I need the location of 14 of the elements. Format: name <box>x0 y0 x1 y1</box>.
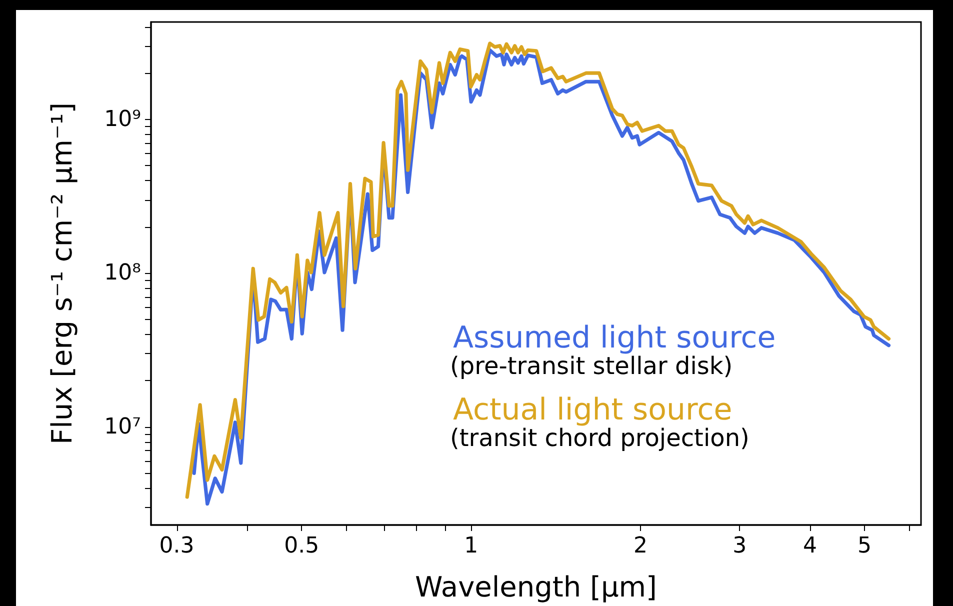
x-tick-label: 0.5 <box>284 534 320 558</box>
x-tick-label: 2 <box>634 534 648 558</box>
x-tick-label: 5 <box>858 534 872 558</box>
x-axis-title: Wavelength [μm] <box>415 570 657 604</box>
x-tick-label: 3 <box>732 534 747 558</box>
text: Assumed light source <box>453 320 776 356</box>
text: Actual light source <box>453 392 732 428</box>
x-tick-label: 4 <box>802 534 817 558</box>
x-tick-label: 0.3 <box>159 534 194 558</box>
y-tick-label: 10⁸ <box>104 260 142 286</box>
y-tick-label: 10⁷ <box>104 414 141 440</box>
y-axis-title: Flux [erg s⁻¹ cm⁻² μm⁻¹] <box>46 102 78 445</box>
y-tick-label: 10⁹ <box>104 106 141 132</box>
x-tick-label: 1 <box>464 534 478 558</box>
